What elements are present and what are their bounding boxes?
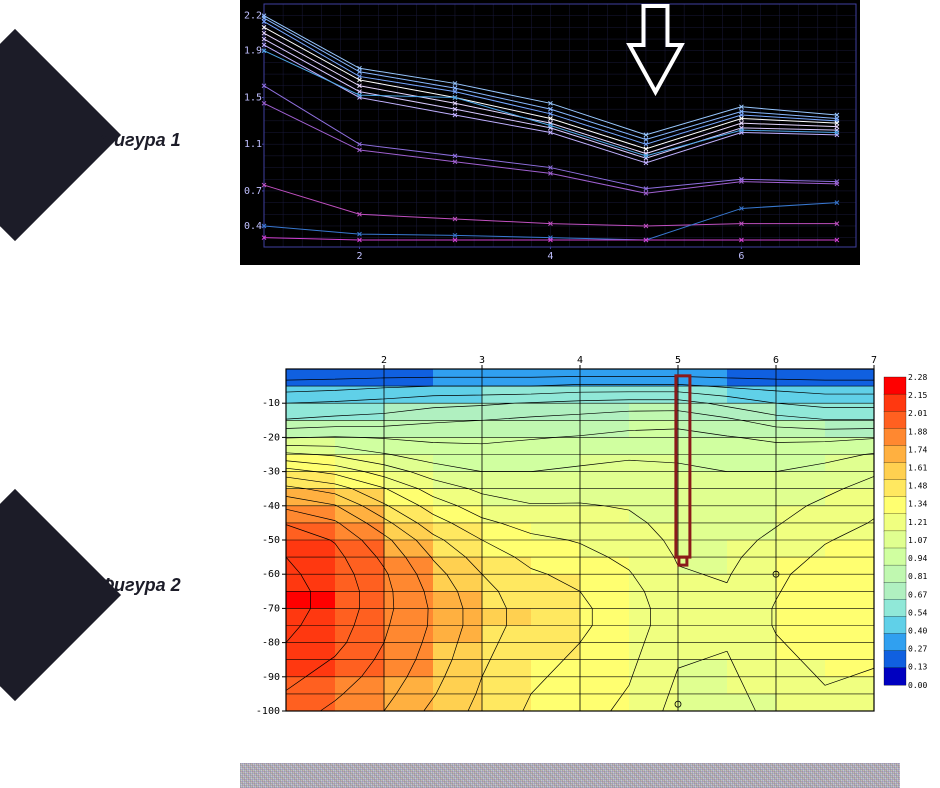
figure2-chart: -10 -20 -30 -40 -50 -60 -70 -80 -90 -100 2 3 4 5 6 7 2.…	[240, 355, 940, 715]
svg-text:-80: -80	[262, 638, 280, 649]
svg-text:-40: -40	[262, 501, 280, 512]
svg-text:1.61: 1.61	[908, 464, 927, 473]
svg-text:0.13: 0.13	[908, 663, 927, 672]
svg-text:2.2: 2.2	[244, 11, 262, 22]
svg-text:0.67: 0.67	[908, 590, 927, 599]
svg-text:1.48: 1.48	[908, 482, 927, 491]
svg-text:0.54: 0.54	[908, 608, 927, 617]
svg-text:0.81: 0.81	[908, 572, 927, 581]
svg-text:-90: -90	[262, 672, 280, 683]
svg-text:-100: -100	[256, 706, 280, 715]
svg-text:1.88: 1.88	[908, 427, 927, 436]
svg-text:0.4: 0.4	[244, 221, 262, 232]
svg-text:7: 7	[871, 355, 877, 366]
svg-text:-50: -50	[262, 535, 280, 546]
svg-text:1.74: 1.74	[908, 445, 927, 454]
svg-text:-70: -70	[262, 603, 280, 614]
svg-text:1.34: 1.34	[908, 500, 927, 509]
svg-text:5: 5	[675, 355, 681, 366]
svg-text:2.01: 2.01	[908, 409, 927, 418]
svg-text:2: 2	[356, 251, 362, 262]
svg-text:1.5: 1.5	[244, 92, 262, 103]
svg-text:2.28: 2.28	[908, 373, 927, 382]
svg-text:-30: -30	[262, 467, 280, 478]
svg-text:1.21: 1.21	[908, 518, 927, 527]
svg-text:0.7: 0.7	[244, 186, 262, 197]
svg-text:0.00: 0.00	[908, 681, 927, 690]
svg-text:1.07: 1.07	[908, 536, 927, 545]
svg-text:-10: -10	[262, 398, 280, 409]
svg-text:4: 4	[577, 355, 583, 366]
svg-text:6: 6	[773, 355, 779, 366]
figure1-chart: 0.4 0.7 1.1 1.5 1.9 2.2 2 4 6	[240, 0, 860, 265]
svg-text:-20: -20	[262, 432, 280, 443]
figure1-label: Фигура 1	[100, 130, 181, 151]
svg-text:1.9: 1.9	[244, 46, 262, 57]
svg-text:2: 2	[381, 355, 387, 366]
svg-text:0.94: 0.94	[908, 554, 927, 563]
svg-text:-60: -60	[262, 569, 280, 580]
figure2-label: Фигура 2	[100, 575, 181, 596]
svg-text:4: 4	[547, 251, 553, 262]
svg-text:6: 6	[738, 251, 744, 262]
svg-text:0.27: 0.27	[908, 645, 927, 654]
page-root: Фигура 1 Фигура 2 0.40.71.11.51.92.2246 …	[0, 0, 940, 788]
svg-text:3: 3	[479, 355, 485, 366]
noise-strip	[240, 763, 900, 788]
svg-text:1.1: 1.1	[244, 139, 262, 150]
svg-text:0.40: 0.40	[908, 626, 927, 635]
svg-text:2.15: 2.15	[908, 391, 927, 400]
